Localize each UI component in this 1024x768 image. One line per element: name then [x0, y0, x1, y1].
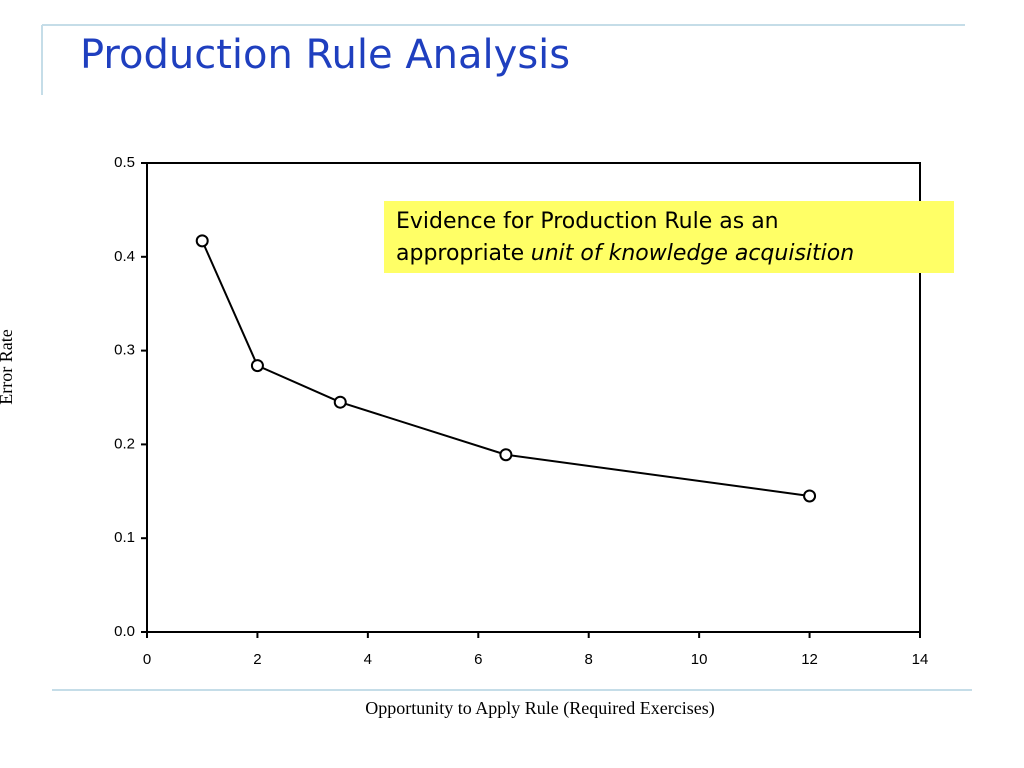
y-axis-label: Error Rate	[0, 329, 16, 404]
x-tick-label: 8	[585, 651, 593, 668]
data-point	[250, 359, 264, 373]
annotation-text: appropriate	[396, 241, 525, 266]
annotation-text: Evidence for Production Rule as an	[396, 209, 779, 234]
x-axis-label: Opportunity to Apply Rule (Required Exer…	[365, 698, 714, 719]
plot-frame	[146, 162, 921, 633]
annotation-text: unit of knowledge acquisition	[530, 241, 855, 266]
slide-title: Production Rule Analysis	[80, 32, 571, 78]
y-tick-label: 0.5	[114, 154, 135, 171]
x-tick-label: 12	[801, 651, 818, 668]
x-tick-label: 2	[253, 651, 261, 668]
data-point	[499, 448, 513, 462]
x-tick-label: 14	[912, 651, 929, 668]
x-tick-label: 6	[474, 651, 482, 668]
x-tick-label: 4	[364, 651, 372, 668]
data-point	[195, 234, 209, 248]
x-tick-label: 0	[143, 651, 151, 668]
y-tick-label: 0.0	[114, 623, 135, 640]
data-point	[333, 395, 347, 409]
annotation: Evidence for Production Rule as an approp…	[384, 201, 954, 273]
x-tick-label: 10	[691, 651, 708, 668]
y-tick-label: 0.3	[114, 342, 135, 359]
y-tick-label: 0.4	[114, 248, 135, 265]
y-tick-label: 0.1	[114, 529, 135, 546]
y-tick-label: 0.2	[114, 435, 135, 452]
data-point	[803, 489, 817, 503]
